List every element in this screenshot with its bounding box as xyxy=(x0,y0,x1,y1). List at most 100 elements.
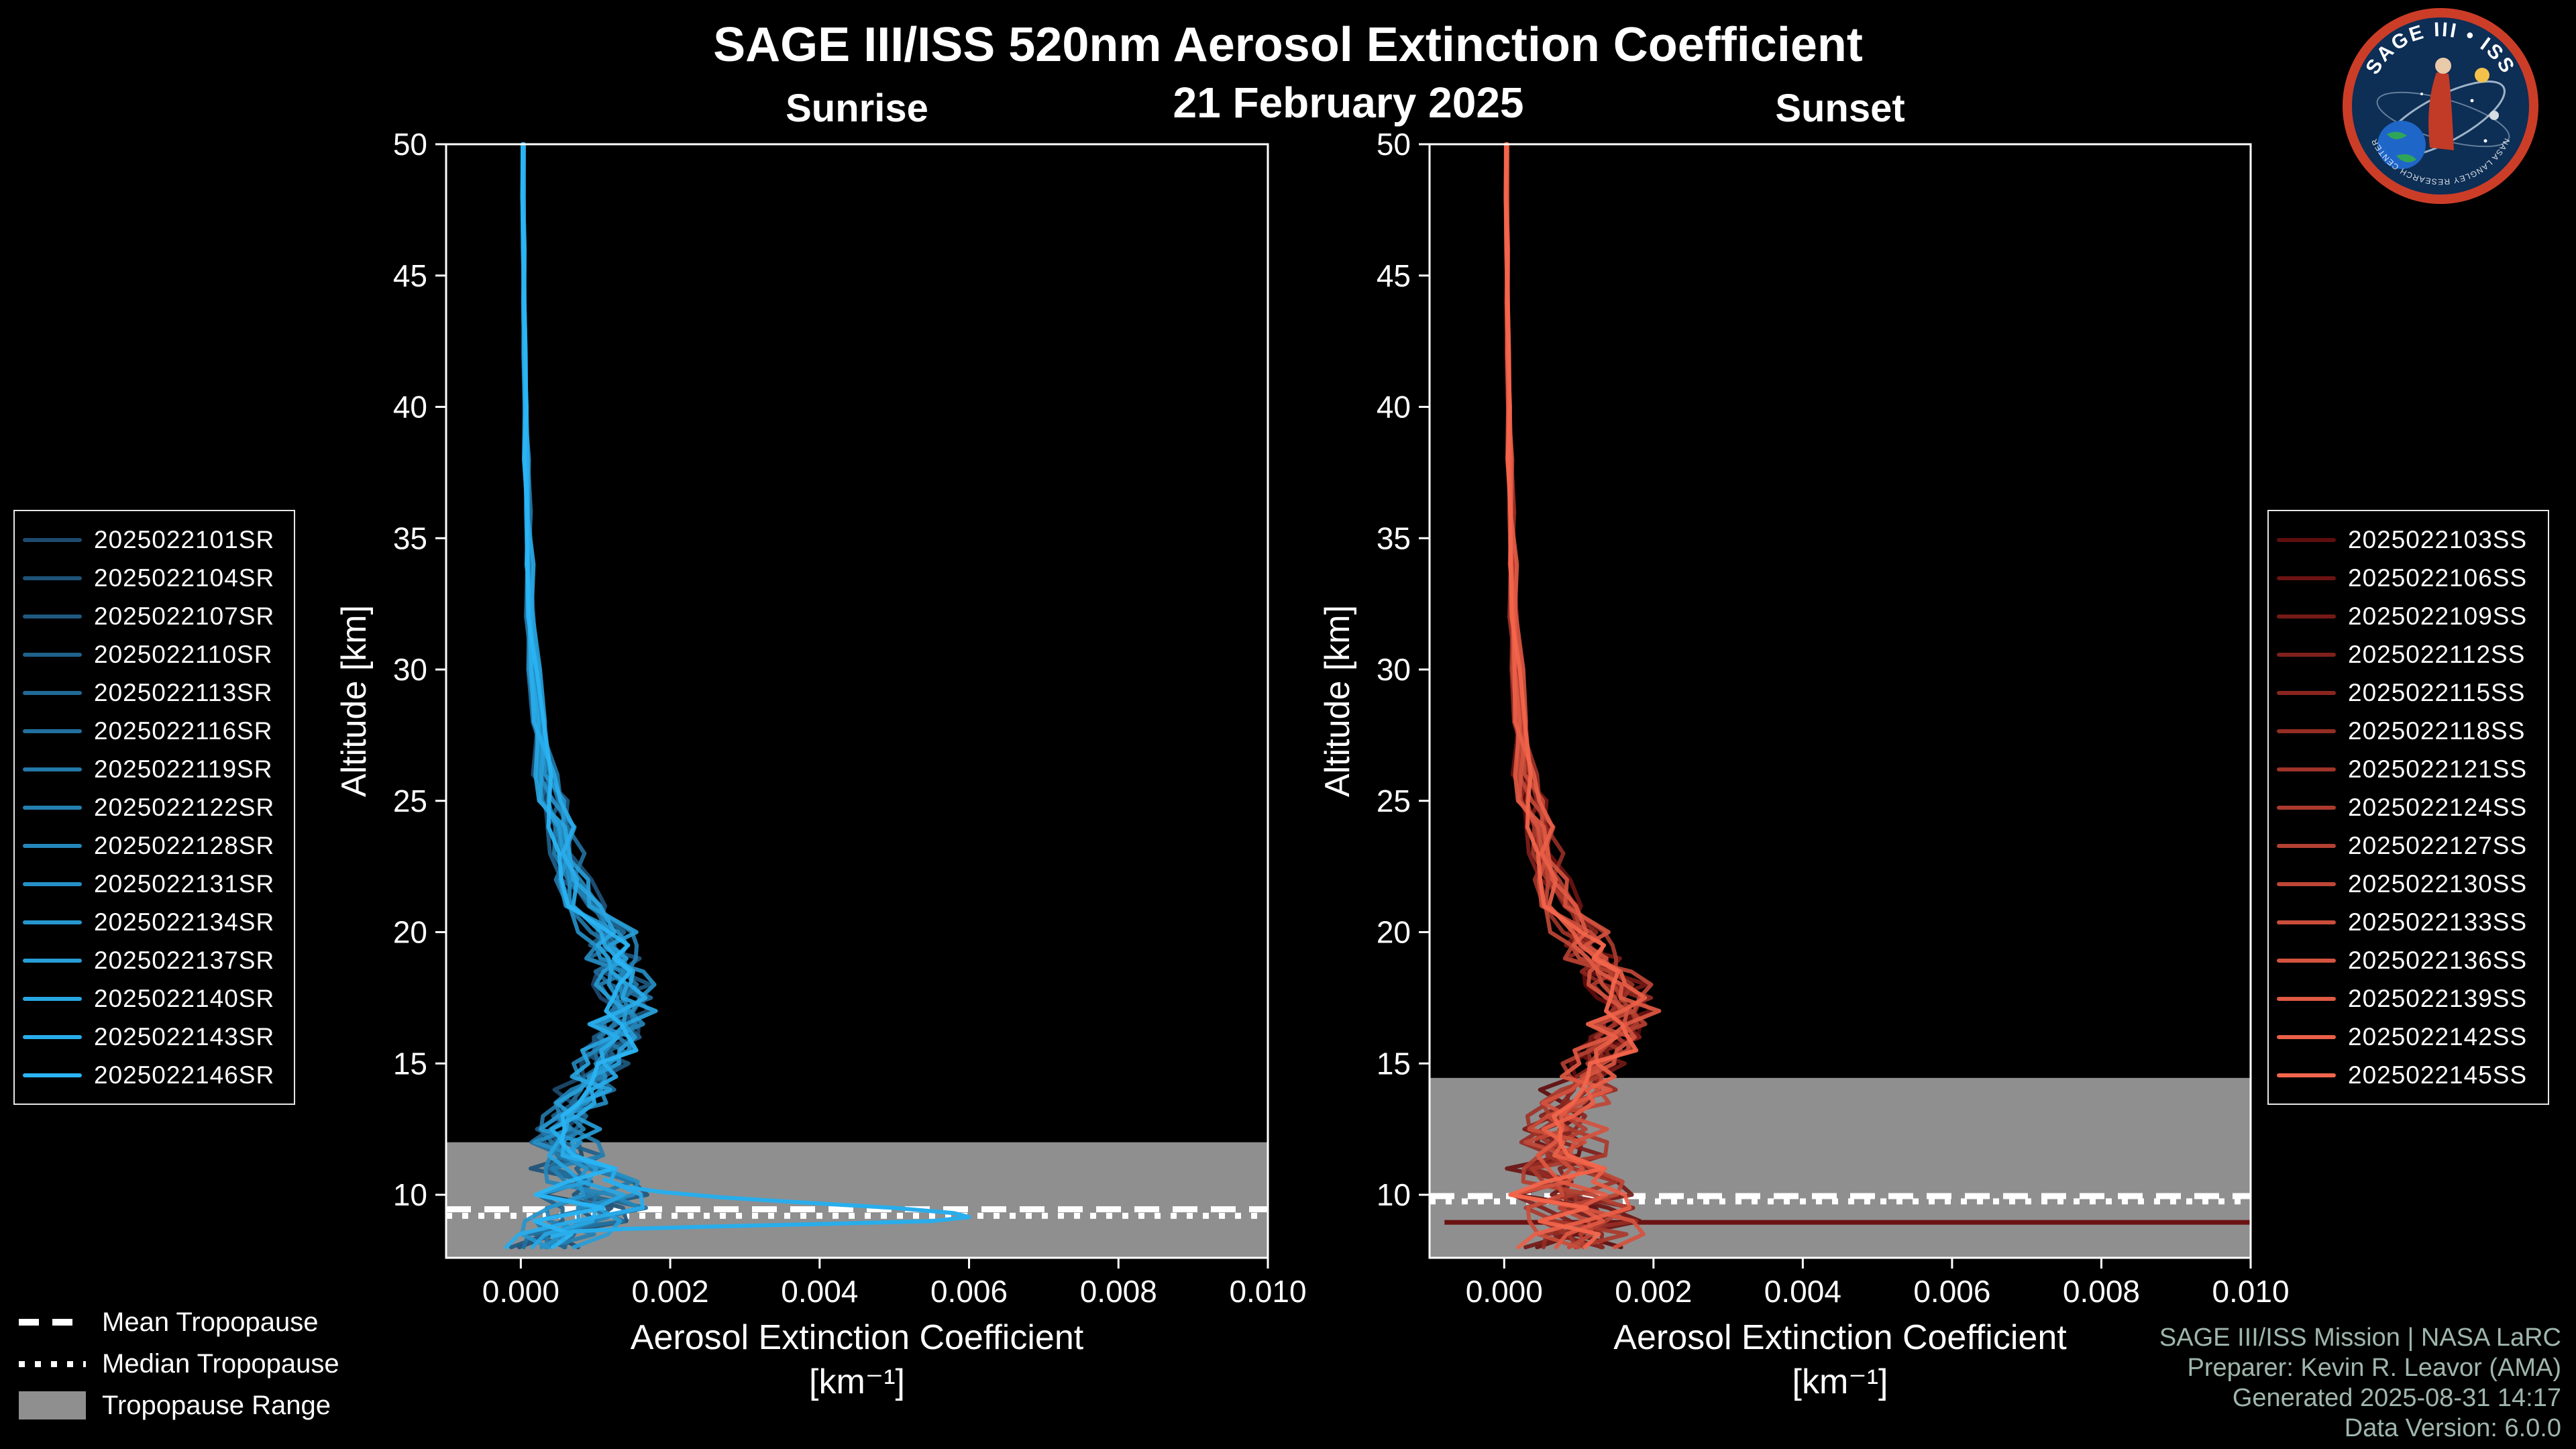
x-tick-label: 0.002 xyxy=(632,1274,709,1309)
earth-continent-icon xyxy=(2396,154,2416,162)
sun-icon xyxy=(2475,68,2489,83)
legend-item: 2025022115SS xyxy=(2277,674,2540,712)
profile-line xyxy=(1503,142,1639,1250)
legend-item: 2025022124SS xyxy=(2277,788,2540,826)
x-tick-label: 0.010 xyxy=(2212,1274,2289,1309)
median-tropopause-legend-item: Median Tropopause xyxy=(19,1348,339,1379)
legend-line-swatch xyxy=(23,996,82,1001)
sunset-panel-title: Sunset xyxy=(1775,87,1905,130)
x-tick-label: 0.000 xyxy=(482,1274,559,1309)
x-axis-label: Aerosol Extinction Coefficient xyxy=(631,1318,1084,1357)
credit-data-version: Data Version: 6.0.0 xyxy=(2344,1414,2561,1442)
x-tick-label: 0.002 xyxy=(1615,1274,1692,1309)
legend-line-swatch xyxy=(23,576,82,580)
legend-item: 2025022140SR xyxy=(23,979,286,1018)
y-axis-label: Altitude [km] xyxy=(1318,605,1357,797)
legend-label: 2025022121SS xyxy=(2348,755,2528,783)
legend-item: 2025022133SS xyxy=(2277,903,2540,941)
dashed-line-swatch xyxy=(19,1319,86,1326)
main-title: SAGE III/ISS 520nm Aerosol Extinction Co… xyxy=(713,18,1863,72)
legend-item: 2025022101SR xyxy=(23,521,286,559)
legend-line-swatch xyxy=(2277,881,2336,886)
legend-item: 2025022142SS xyxy=(2277,1018,2540,1056)
x-tick-label: 0.006 xyxy=(1913,1274,1990,1309)
x-tick-label: 0.008 xyxy=(1080,1274,1157,1309)
legend-line-swatch xyxy=(2277,843,2336,848)
legend-line-swatch xyxy=(23,652,82,657)
legend-item: 2025022136SS xyxy=(2277,941,2540,979)
legend-line-swatch xyxy=(2277,767,2336,771)
legend-label: 2025022119SR xyxy=(94,755,273,783)
legend-item: 2025022118SS xyxy=(2277,712,2540,750)
legend-label: 2025022130SS xyxy=(2348,869,2528,898)
y-tick-label: 50 xyxy=(1377,127,1411,162)
legend-line-swatch xyxy=(2277,652,2336,657)
y-tick-label: 15 xyxy=(393,1046,427,1081)
x-tick-label: 0.000 xyxy=(1466,1274,1543,1309)
legend-line-swatch xyxy=(2277,805,2336,810)
star-icon xyxy=(2420,93,2423,95)
legend-item: 2025022121SS xyxy=(2277,750,2540,788)
legend-item: 2025022131SR xyxy=(23,865,286,903)
plot-frame xyxy=(1428,143,2252,1259)
y-tick-label: 45 xyxy=(1377,258,1411,293)
legend-line-swatch xyxy=(2277,690,2336,695)
plot-frame xyxy=(445,143,1269,1259)
star-icon xyxy=(2483,139,2487,143)
legend-item: 2025022143SR xyxy=(23,1018,286,1056)
legend-label: 2025022104SR xyxy=(94,564,275,592)
x-tick-label: 0.006 xyxy=(930,1274,1008,1309)
legend-line-swatch xyxy=(23,805,82,810)
x-tick-label: 0.008 xyxy=(2063,1274,2140,1309)
legend-label: 2025022124SS xyxy=(2348,793,2528,821)
legend-line-swatch xyxy=(2277,996,2336,1001)
credit-preparer: Preparer: Kevin R. Leavor (AMA) xyxy=(2187,1354,2561,1382)
legend-label: 2025022113SR xyxy=(94,678,273,706)
legend-item: 2025022137SR xyxy=(23,941,286,979)
legend-label: 2025022142SS xyxy=(2348,1022,2528,1051)
legend-item: 2025022127SS xyxy=(2277,826,2540,865)
profile-line xyxy=(520,142,639,1250)
legend-label: 2025022146SR xyxy=(94,1061,275,1089)
y-tick-label: 45 xyxy=(393,258,427,293)
earth-icon xyxy=(2377,121,2426,169)
sunset-legend: 2025022103SS 2025022106SS 2025022109SS 2025… xyxy=(2267,510,2549,1105)
mean-tropopause-label: Mean Tropopause xyxy=(102,1307,319,1337)
sunrise-panel-title: Sunrise xyxy=(786,87,928,130)
x-tick-label: 0.010 xyxy=(1229,1274,1306,1309)
legend-line-swatch xyxy=(2277,1034,2336,1039)
y-tick-label: 10 xyxy=(1377,1177,1411,1212)
legend-label: 2025022107SR xyxy=(94,602,275,630)
legend-label: 2025022133SS xyxy=(2348,908,2528,936)
legend-line-swatch xyxy=(2277,537,2336,542)
moon-icon xyxy=(2489,111,2499,120)
x-axis-units-label: [km⁻¹] xyxy=(809,1362,905,1401)
legend-label: 2025022136SS xyxy=(2348,946,2528,974)
legend-item: 2025022119SR xyxy=(23,750,286,788)
tropopause-range-label: Tropopause Range xyxy=(102,1390,331,1420)
y-tick-label: 35 xyxy=(393,521,427,555)
legend-label: 2025022127SS xyxy=(2348,831,2528,859)
y-tick-label: 10 xyxy=(393,1177,427,1212)
legend-item: 2025022103SS xyxy=(2277,521,2540,559)
y-tick-label: 25 xyxy=(393,784,427,818)
legend-label: 2025022128SR xyxy=(94,831,275,859)
y-tick-label: 20 xyxy=(1377,915,1411,950)
outlier-profile-line xyxy=(550,1177,971,1239)
legend-line-swatch xyxy=(23,537,82,542)
y-tick-label: 40 xyxy=(1377,390,1411,425)
mean-tropopause-legend-item: Mean Tropopause xyxy=(19,1307,339,1338)
sunrise-legend: 2025022101SR 2025022104SR 2025022107SR 2025… xyxy=(13,510,295,1105)
legend-item: 2025022113SR xyxy=(23,674,286,712)
y-tick-label: 35 xyxy=(1377,521,1411,555)
x-axis-units-label: [km⁻¹] xyxy=(1792,1362,1888,1401)
legend-item: 2025022134SR xyxy=(23,903,286,941)
legend-line-swatch xyxy=(23,614,82,619)
legend-item: 2025022112SS xyxy=(2277,635,2540,674)
legend-item: 2025022145SS xyxy=(2277,1056,2540,1094)
legend-label: 2025022116SR xyxy=(94,716,273,745)
legend-line-swatch xyxy=(23,690,82,695)
legend-item: 2025022130SS xyxy=(2277,865,2540,903)
